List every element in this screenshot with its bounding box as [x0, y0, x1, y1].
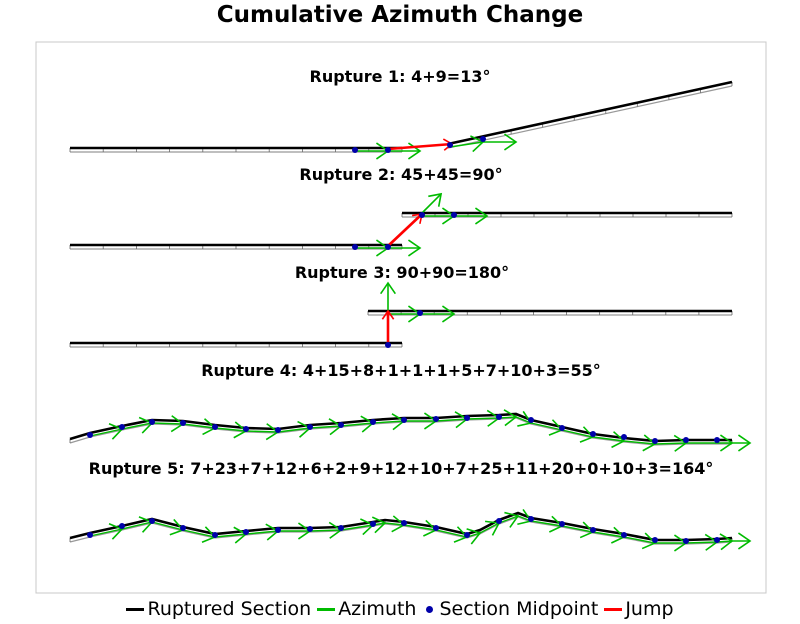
rupture-5-trace-shadow	[69, 516, 733, 545]
rupture-2-label: Rupture 2: 45+45=90°	[299, 165, 502, 184]
rupture-4-azimuth-head	[719, 434, 734, 452]
rupture-1-azimuth-head	[407, 142, 422, 160]
rupture-5-section-midpoint	[243, 529, 249, 535]
rupture-5-section-midpoint	[370, 521, 376, 527]
rupture-3-azimuth-head	[379, 281, 397, 295]
legend-item-azimuth: Azimuth	[317, 598, 416, 620]
legend-label-jump: Jump	[625, 598, 674, 620]
rupture-5-section-midpoint	[528, 516, 534, 522]
rupture-4-section-midpoint	[683, 437, 689, 443]
rupture-5-section-midpoint	[590, 527, 596, 533]
rupture-5-azimuth-head	[504, 511, 520, 528]
rupture-3-jump-head	[381, 309, 395, 320]
rupture-1-trace-shadow	[447, 85, 733, 149]
rupture-1-section-midpoint	[447, 142, 453, 148]
rupture-4-section-midpoint	[338, 422, 344, 428]
legend-swatch-section-midpoint	[426, 605, 434, 613]
rupture-5-azimuth-head	[371, 516, 387, 534]
legend-swatch-ruptured-section	[126, 607, 145, 611]
rupture-4-section-midpoint	[212, 424, 218, 430]
rupture-5-section-midpoint	[621, 532, 627, 538]
rupture-4-azimuth-head	[611, 431, 626, 449]
legend-swatch-jump	[604, 607, 623, 611]
rupture-label-layer: Rupture 1: 4+9=13° Rupture 2: 45+45=90° …	[89, 67, 714, 478]
rupture-5-section-midpoint	[496, 518, 502, 524]
rupture-1-azimuth-head	[503, 133, 518, 151]
rupture-5-azimuth-head	[466, 528, 482, 545]
rupture-4-section-midpoint	[119, 424, 125, 430]
rupture-4-azimuth-head	[737, 434, 752, 452]
rupture-2-section-midpoint	[352, 244, 358, 250]
rupture-5-section-midpoint	[180, 525, 186, 531]
rupture-4-section-midpoint	[464, 415, 470, 421]
rupture-4-section-midpoint	[433, 416, 439, 422]
rupture-5-azimuth-head	[719, 533, 734, 551]
rupture-4-section-midpoint	[590, 431, 596, 437]
rupture-5-label: Rupture 5: 7+23+7+12+6+2+9+12+10+7+25+11…	[89, 459, 714, 478]
rupture-2-jump	[387, 213, 423, 247]
rupture-3-label: Rupture 3: 90+90=180°	[295, 263, 509, 282]
rupture-2-azimuth-head	[407, 239, 422, 257]
rupture-3-azimuth-head	[441, 305, 456, 323]
legend-item-section-midpoint: Section Midpoint	[422, 598, 598, 620]
rupture-2-section-midpoint	[419, 212, 425, 218]
rupture-4-section-midpoint	[275, 427, 281, 433]
rupture-3-section-midpoint	[385, 342, 391, 348]
rupture-1-label: Rupture 1: 4+9=13°	[310, 67, 491, 86]
rupture-4-section-midpoint	[559, 425, 565, 431]
rupture-5-section-midpoint	[307, 526, 313, 532]
rupture-5-section-midpoint	[149, 518, 155, 524]
rupture-4-label: Rupture 4: 4+15+8+1+1+1+5+7+10+3=55°	[201, 361, 601, 380]
rupture-4-section-midpoint	[496, 414, 502, 420]
rupture-5-section-midpoint	[119, 523, 125, 529]
legend-item-ruptured-section: Ruptured Section	[126, 598, 311, 620]
rupture-4-section-midpoint	[149, 419, 155, 425]
rupture-5-section-midpoint	[212, 532, 218, 538]
rupture-5-section-midpoint	[559, 521, 565, 527]
rupture-5-section-midpoint	[464, 532, 470, 538]
rupture-2-azimuth-head	[428, 192, 443, 207]
rupture-4-section-midpoint	[652, 438, 658, 444]
legend-label-section-midpoint: Section Midpoint	[439, 598, 599, 620]
rupture-1-section-midpoint	[385, 147, 391, 153]
rupture-1-jump	[387, 142, 453, 151]
rupture-4-section-midpoint	[87, 432, 93, 438]
rupture-5-section-midpoint	[87, 532, 93, 538]
rupture-4-section-midpoint	[714, 437, 720, 443]
rupture-2-section-midpoint	[385, 244, 391, 250]
rupture-1-ruptured-section	[447, 80, 733, 146]
rupture-5-section-midpoint	[433, 525, 439, 531]
rupture-4-section-midpoint	[243, 426, 249, 432]
legend-item-jump: Jump	[604, 598, 674, 620]
rupture-3-section-midpoint	[417, 310, 423, 316]
rupture-4-section-midpoint	[180, 420, 186, 426]
rupture-5-section-midpoint	[683, 538, 689, 544]
legend-label-ruptured-section: Ruptured Section	[147, 598, 312, 620]
rupture-5-azimuth-path	[89, 515, 750, 544]
chart-title: Cumulative Azimuth Change	[216, 2, 584, 28]
legend-swatch-azimuth	[317, 607, 336, 611]
legend: Ruptured Section Azimuth Section Midpoin…	[0, 596, 800, 622]
rupture-4-section-midpoint	[401, 417, 407, 423]
rupture-5-section-midpoint	[714, 537, 720, 543]
rupture-4-section-midpoint	[307, 424, 313, 430]
rupture-5-section-midpoint	[275, 527, 281, 533]
rupture-2-azimuth-head	[474, 207, 489, 225]
rupture-2-azimuth-shaft	[421, 193, 442, 214]
rupture-1-section-midpoint	[352, 147, 358, 153]
rupture-4-section-midpoint	[370, 419, 376, 425]
plot-frame	[35, 41, 767, 594]
rupture-2-section-midpoint	[451, 212, 457, 218]
midpoint-layer	[87, 136, 720, 544]
rupture-4-section-midpoint	[621, 434, 627, 440]
rupture-5-section-midpoint	[338, 525, 344, 531]
rupture-5-azimuth-head	[737, 532, 752, 550]
rupture-4-section-midpoint	[528, 417, 534, 423]
rupture-5-section-midpoint	[401, 520, 407, 526]
rupture-4-azimuth-head	[503, 409, 518, 427]
legend-label-azimuth: Azimuth	[338, 598, 417, 620]
rupture-1-section-midpoint	[480, 136, 486, 142]
rupture-5-section-midpoint	[652, 537, 658, 543]
